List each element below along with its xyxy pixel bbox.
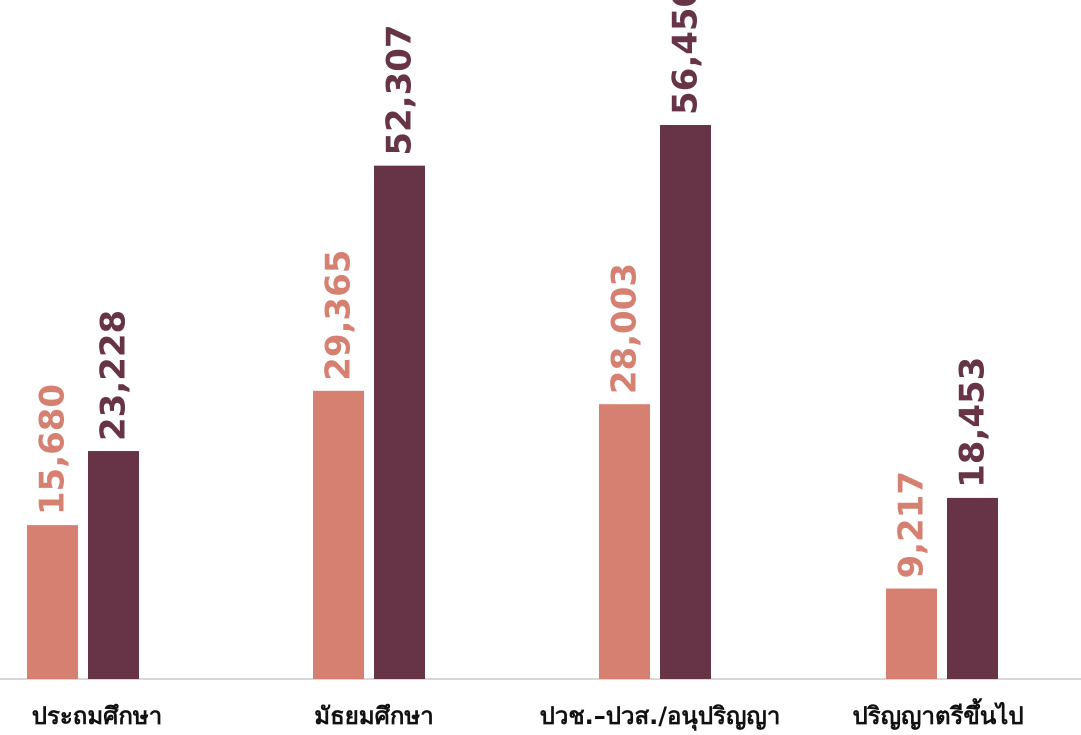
value-label-series1-2: 29,365 bbox=[319, 250, 359, 381]
value-label-series1-1: 15,680 bbox=[33, 384, 73, 515]
bar-series2-4 bbox=[947, 497, 998, 679]
bar-series1-3 bbox=[599, 404, 650, 679]
value-label-series2-2: 52,307 bbox=[380, 24, 420, 155]
category-label-2: มัธยมศึกษา bbox=[314, 702, 433, 730]
bar-series1-4 bbox=[886, 588, 937, 679]
value-label-series2-3: 56,450 bbox=[666, 0, 706, 115]
value-label-series2-4: 18,453 bbox=[953, 357, 993, 488]
category-labels-group: ประถมศึกษา มัธยมศึกษา ปวช.–ปวส./อนุปริญญา ป… bbox=[32, 697, 1024, 732]
value-label-series2-1: 23,228 bbox=[94, 310, 134, 441]
bar-series2-1 bbox=[88, 451, 139, 679]
bar-series1-1 bbox=[27, 525, 78, 679]
value-label-series1-3: 28,003 bbox=[605, 263, 645, 394]
bars-group bbox=[27, 125, 998, 680]
bar-series2-3 bbox=[660, 125, 711, 679]
category-label-4: ปริญญาตรีขึ้นไป bbox=[852, 697, 1023, 730]
value-labels-group: 15,680 23,228 29,365 52,307 28,003 56,450 9,21… bbox=[33, 0, 993, 579]
category-label-3: ปวช.–ปวส./อนุปริญญา bbox=[540, 702, 781, 732]
value-label-series1-4: 9,217 bbox=[892, 471, 932, 579]
bar-series1-2 bbox=[313, 390, 364, 679]
bar-series2-2 bbox=[374, 165, 425, 680]
category-label-1: ประถมศึกษา bbox=[32, 702, 162, 730]
